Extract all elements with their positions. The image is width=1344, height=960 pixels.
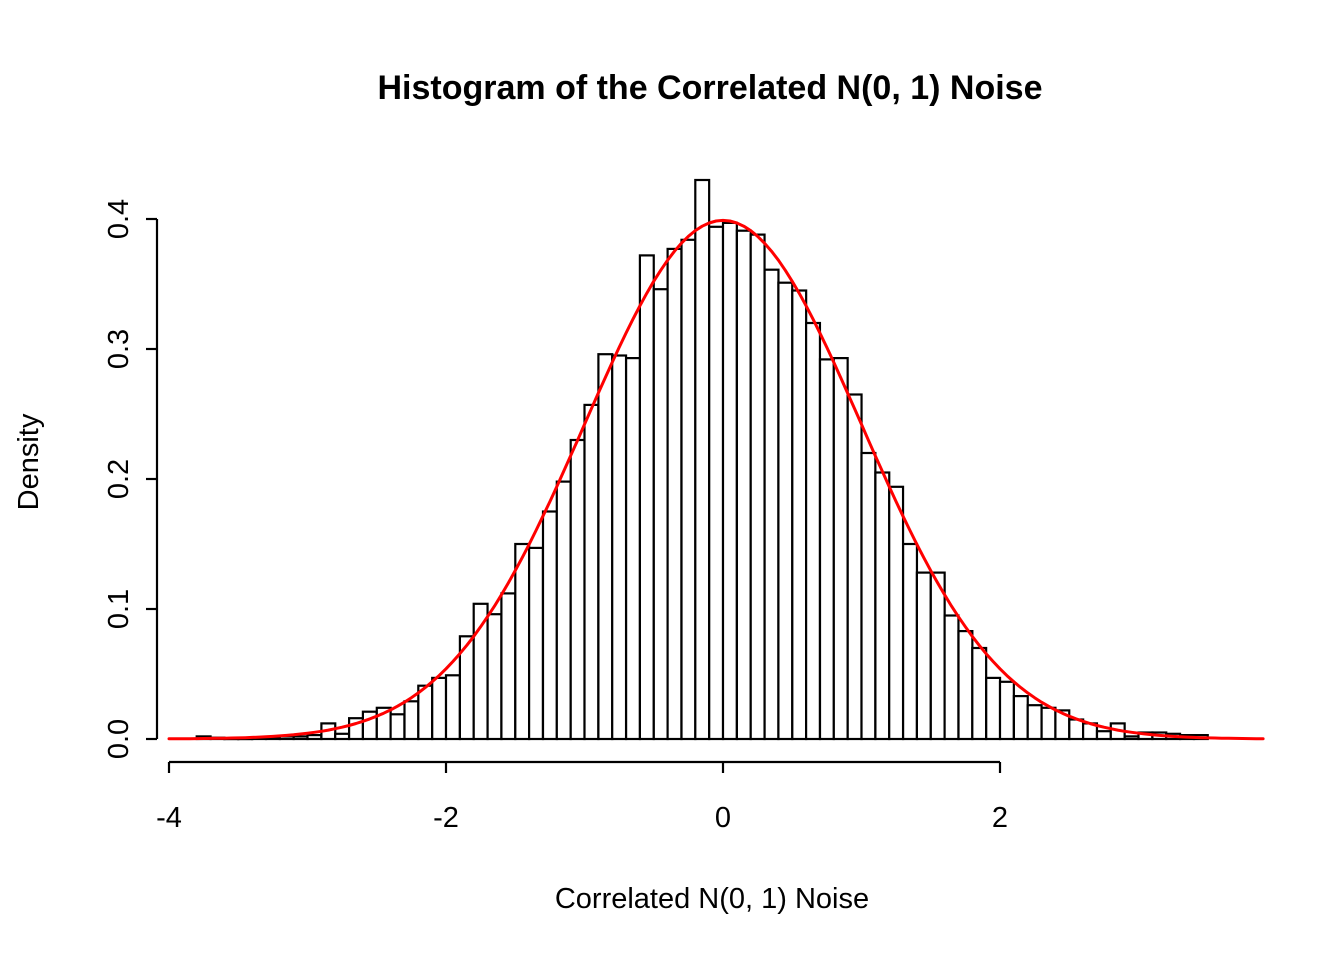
histogram-bar	[957, 629, 974, 741]
histogram-bar	[708, 225, 725, 741]
histogram-bar	[763, 268, 780, 741]
histogram-bar	[389, 713, 406, 741]
histogram-bar	[666, 247, 683, 741]
histogram-bar	[472, 602, 489, 741]
histogram-bar	[569, 438, 586, 741]
histogram-bar	[514, 542, 531, 741]
histogram-bar	[306, 733, 323, 741]
histogram-bar	[583, 403, 600, 741]
y-axis-title: Density	[13, 413, 45, 510]
histogram-bar	[403, 700, 420, 741]
histogram-bar	[652, 288, 669, 741]
histogram-bar	[527, 546, 545, 741]
histogram-bar	[735, 229, 752, 741]
y-axis-tick-label: 0.0	[103, 719, 135, 759]
histogram-bar	[555, 480, 572, 741]
histogram-bar	[694, 178, 711, 741]
histogram-bar	[818, 358, 835, 741]
histogram-bar	[1012, 694, 1029, 741]
histogram-bar	[1026, 704, 1043, 741]
x-axis-tick-label: 0	[715, 802, 731, 834]
histogram-bar	[846, 393, 863, 741]
histogram-bar	[444, 674, 461, 741]
histogram-bar	[541, 510, 558, 741]
histogram-bar	[749, 233, 766, 741]
histogram-bar	[943, 614, 960, 741]
histogram-bar	[874, 471, 891, 741]
normal-density-curve	[167, 218, 1265, 741]
histogram-bar	[971, 646, 988, 741]
histogram-bar	[998, 680, 1015, 741]
histogram-bar	[777, 281, 794, 741]
histogram-bar	[1040, 706, 1057, 741]
histogram-bar	[486, 613, 503, 741]
histogram-bar	[901, 542, 919, 741]
chart-title: Histogram of the Correlated N(0, 1) Nois…	[377, 69, 1042, 107]
histogram-bar	[791, 289, 808, 741]
histogram-bar	[985, 676, 1002, 741]
histogram-bar	[597, 353, 614, 741]
histogram-bar	[417, 684, 434, 741]
histogram-bar	[500, 592, 517, 741]
plot-area: -4 -2 0 2 0.0 0.1 0.2 0.3 0.4	[103, 178, 1265, 834]
histogram-bar	[888, 485, 905, 741]
x-axis-tick-label: -2	[433, 802, 459, 834]
histogram-bar	[929, 571, 946, 741]
histogram-bar	[1095, 730, 1112, 741]
histogram-bar	[721, 221, 738, 741]
y-axis-tick-label: 0.3	[103, 329, 135, 369]
histogram-bar	[624, 357, 642, 741]
y-axis-tick-label: 0.2	[103, 459, 135, 499]
histogram-bar	[680, 238, 697, 741]
x-axis-tick-label: -4	[156, 802, 182, 834]
histogram-bar	[431, 676, 448, 741]
histogram-bar	[1123, 735, 1140, 741]
histogram-bar	[860, 451, 877, 741]
x-axis-tick-label: 2	[992, 802, 1008, 834]
histogram-bar	[334, 732, 351, 741]
x-axis-title: Correlated N(0, 1) Noise	[555, 883, 869, 915]
histogram-bar	[915, 571, 932, 741]
histogram-bar	[292, 735, 309, 741]
histogram-bar	[638, 254, 655, 741]
histogram-bar	[1068, 718, 1085, 741]
y-axis-tick-label: 0.4	[103, 199, 135, 239]
histogram-bar	[804, 321, 822, 741]
histogram-bar	[611, 354, 628, 741]
y-axis-tick-label: 0.1	[103, 589, 135, 629]
histogram-bar	[832, 357, 849, 741]
